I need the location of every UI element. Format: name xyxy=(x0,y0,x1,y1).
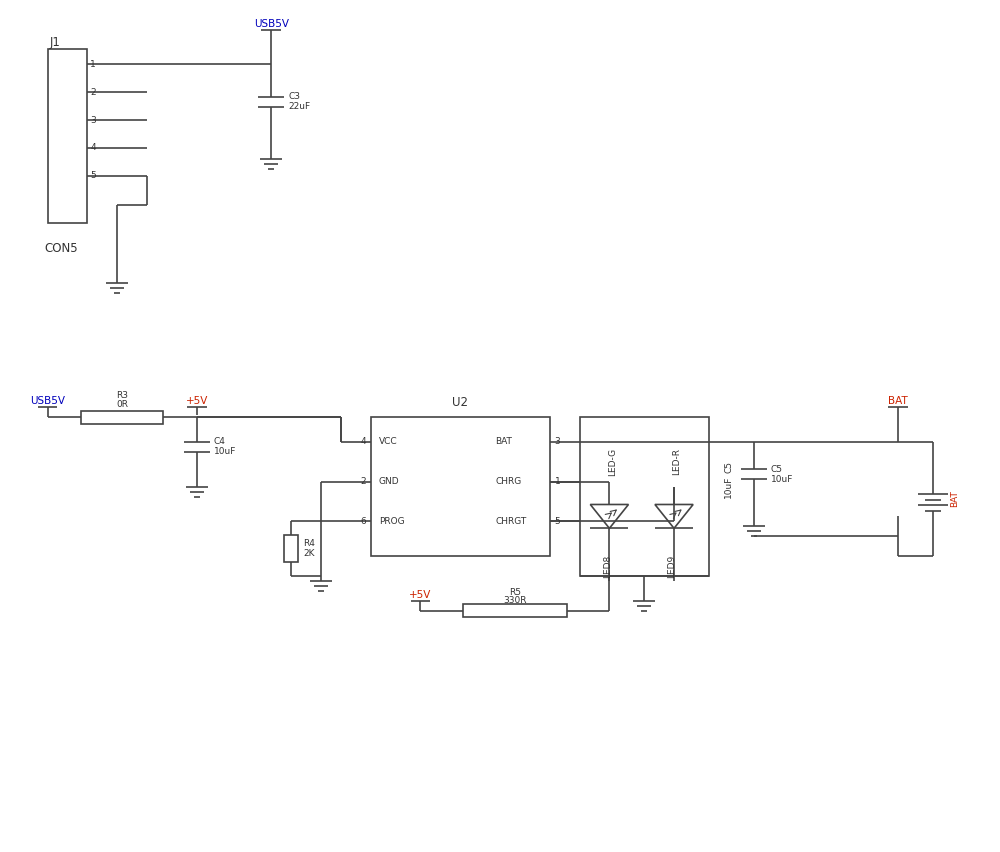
Text: 22uF: 22uF xyxy=(288,102,310,111)
Text: C3: C3 xyxy=(288,92,300,101)
Text: 3: 3 xyxy=(90,116,96,124)
Text: U2: U2 xyxy=(452,395,468,409)
Text: 3: 3 xyxy=(555,437,560,446)
Bar xyxy=(463,604,567,617)
Bar xyxy=(371,417,550,556)
Text: BAT: BAT xyxy=(888,396,908,406)
Text: VCC: VCC xyxy=(379,437,397,446)
Text: 1: 1 xyxy=(555,477,560,486)
Text: CON5: CON5 xyxy=(45,242,78,255)
Text: BAT: BAT xyxy=(950,491,959,508)
Text: GND: GND xyxy=(379,477,399,486)
Text: LED-G: LED-G xyxy=(608,447,617,475)
Text: 2K: 2K xyxy=(303,550,315,558)
Text: C5: C5 xyxy=(770,464,782,474)
Text: C4: C4 xyxy=(214,437,225,446)
Text: +5V: +5V xyxy=(186,396,208,406)
Text: R5: R5 xyxy=(509,589,521,597)
Polygon shape xyxy=(590,504,628,528)
Text: 1: 1 xyxy=(90,60,96,69)
Bar xyxy=(81,411,163,423)
Text: +5V: +5V xyxy=(409,590,432,600)
Text: CHRGT: CHRGT xyxy=(495,517,526,526)
Text: 4: 4 xyxy=(360,437,366,446)
Bar xyxy=(48,49,87,223)
Text: USB5V: USB5V xyxy=(254,19,289,29)
Text: 6: 6 xyxy=(360,517,366,526)
Text: 5: 5 xyxy=(555,517,560,526)
Text: 2: 2 xyxy=(360,477,366,486)
Text: PROG: PROG xyxy=(379,517,404,526)
Text: R3: R3 xyxy=(116,391,128,400)
Text: 4: 4 xyxy=(90,143,96,153)
Text: 10uF: 10uF xyxy=(770,475,793,484)
Polygon shape xyxy=(655,504,693,528)
Text: C5: C5 xyxy=(724,461,733,473)
Text: BAT: BAT xyxy=(495,437,512,446)
Text: USB5V: USB5V xyxy=(30,396,65,406)
Text: LED-R: LED-R xyxy=(673,448,682,475)
Text: LED8: LED8 xyxy=(603,555,612,578)
Text: J1: J1 xyxy=(50,36,60,49)
Bar xyxy=(580,417,709,576)
Text: 0R: 0R xyxy=(116,400,128,409)
Text: 5: 5 xyxy=(90,171,96,180)
Text: 10uF: 10uF xyxy=(724,475,733,498)
Text: 2: 2 xyxy=(90,88,96,96)
Text: CHRG: CHRG xyxy=(495,477,521,486)
Text: 10uF: 10uF xyxy=(214,447,236,457)
Bar xyxy=(284,535,298,562)
Text: LED9: LED9 xyxy=(668,555,677,578)
Text: 330R: 330R xyxy=(503,596,527,606)
Text: R4: R4 xyxy=(303,539,315,548)
